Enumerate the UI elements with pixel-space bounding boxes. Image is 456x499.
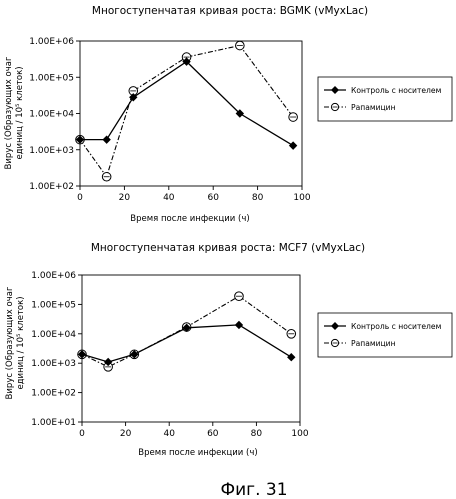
x-tick-label: 60 — [207, 429, 219, 439]
plot-area: 1.00E+02 1.00E+03 1.00E+04 1.00E+05 1.00E+06… — [29, 37, 311, 203]
x-axis-label: Время после инфекции (ч) — [138, 448, 257, 458]
x-tick-label: 0 — [79, 429, 85, 439]
x-tick-label: 80 — [251, 429, 263, 439]
data-point-control — [129, 93, 138, 102]
legend-box — [317, 76, 453, 122]
y-tick-label: 1.00E+03 — [31, 359, 76, 369]
y-axis-label-line2: единиц / 10⁵ клеток) — [16, 296, 26, 389]
legend-marker-diamond — [331, 86, 339, 94]
data-point-control — [75, 135, 85, 144]
y-tick-label: 1.00E+04 — [31, 330, 76, 340]
data-point-control — [103, 357, 113, 367]
plot-frame — [79, 40, 303, 187]
chart-mcf7: Многоступенчатая кривая роста: MCF7 (vMy… — [5, 242, 453, 458]
y-axis-label-line1: Вирус (Образующих очаг — [5, 286, 15, 399]
data-point-control — [130, 350, 139, 359]
data-point-control — [182, 57, 191, 66]
x-tick-label: 40 — [163, 429, 175, 439]
legend: Контроль с носителем Рапамицин — [317, 76, 453, 122]
chart-bgmk: Многоступенчатая кривая роста: BGMK (vMy… — [4, 5, 453, 224]
plot-area: 1.00E+01 1.00E+02 1.00E+03 1.00E+04 1.00E+05… — [31, 271, 309, 439]
x-tick-label: 40 — [163, 193, 175, 203]
y-tick-label: 1.00E+06 — [29, 37, 74, 47]
plot-frame — [81, 274, 301, 423]
x-tick-label: 60 — [207, 193, 219, 203]
data-point-control — [102, 135, 111, 144]
data-point-control — [77, 350, 87, 359]
legend-label-control: Контроль с носителем — [351, 86, 442, 95]
x-tick-label: 20 — [120, 429, 132, 439]
figure-label: Фиг. 31 — [220, 480, 287, 499]
x-tick-label: 100 — [291, 429, 308, 439]
legend: Контроль с носителем Рапамицин — [317, 312, 453, 358]
y-axis-label-line1: Вирус (Образующих очаг — [4, 56, 14, 169]
chart-title: Многоступенчатая кривая роста: MCF7 (vMy… — [91, 242, 365, 254]
chart-title: Многоступенчатая кривая роста: BGMK (vMy… — [92, 5, 368, 17]
y-tick-label: 1.00E+04 — [29, 110, 74, 120]
y-tick-label: 1.00E+02 — [31, 389, 76, 399]
data-point-control — [182, 323, 191, 332]
data-point-control — [235, 109, 245, 118]
series-line-control — [80, 60, 294, 147]
data-point-control — [288, 141, 298, 150]
y-tick-label: 1.00E+05 — [31, 300, 76, 310]
y-axis-label-line2: единиц / 10⁵ клеток) — [15, 66, 25, 159]
x-tick-label: 0 — [77, 193, 83, 203]
x-tick-label: 80 — [252, 193, 264, 203]
y-tick-label: 1.00E+03 — [29, 146, 74, 156]
legend-label-rapamycin: Рапамицин — [351, 339, 396, 348]
x-axis-label: Время после инфекции (ч) — [130, 214, 249, 224]
data-point-control — [234, 320, 244, 330]
series-line-control — [81, 324, 292, 363]
y-tick-label: 1.00E+05 — [29, 73, 74, 83]
legend-marker-diamond — [331, 322, 339, 330]
legend-label-control: Контроль с носителем — [351, 322, 442, 331]
legend-label-rapamycin: Рапамицин — [351, 103, 396, 112]
x-tick-label: 100 — [293, 193, 310, 203]
y-tick-label: 1.00E+06 — [31, 271, 76, 281]
data-point-control — [287, 352, 296, 362]
y-tick-label: 1.00E+02 — [29, 182, 74, 192]
y-tick-label: 1.00E+01 — [31, 418, 76, 428]
legend-box — [317, 312, 453, 358]
x-tick-label: 20 — [119, 193, 131, 203]
